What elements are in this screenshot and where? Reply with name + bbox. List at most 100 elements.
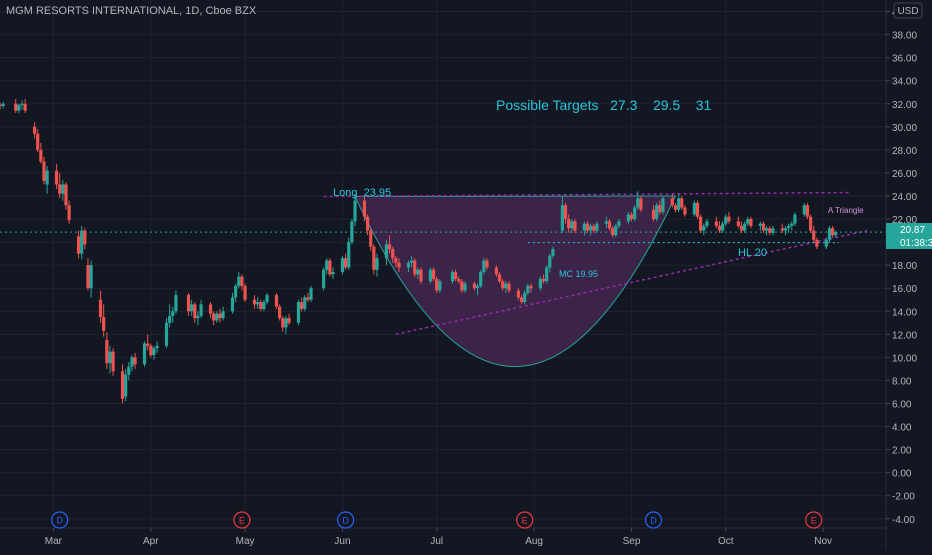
candle-body bbox=[221, 311, 225, 319]
candle-body bbox=[212, 313, 216, 321]
candle-body bbox=[54, 170, 59, 185]
candle-body bbox=[39, 149, 43, 162]
candle-body bbox=[394, 258, 398, 263]
candle-body bbox=[409, 260, 414, 263]
candle-body bbox=[636, 198, 640, 208]
candle-body bbox=[406, 262, 411, 268]
candle-body bbox=[793, 214, 797, 224]
time-tick-label: Aug bbox=[525, 536, 543, 547]
candle-body bbox=[585, 223, 590, 231]
price-tick-label: 22.00 bbox=[892, 215, 917, 226]
candle-body bbox=[23, 103, 27, 111]
price-tick-label: 6.00 bbox=[892, 399, 912, 410]
candle-body bbox=[42, 161, 46, 181]
candle-body bbox=[507, 283, 511, 291]
candle-body bbox=[670, 198, 674, 206]
candle-body bbox=[296, 302, 301, 323]
candle-body bbox=[83, 230, 87, 245]
candle-body bbox=[347, 242, 351, 268]
price-tick-label: -4.00 bbox=[892, 515, 915, 526]
candle-body bbox=[431, 269, 436, 279]
candle-body bbox=[372, 246, 376, 270]
long-annotation: Long 23.95 bbox=[333, 187, 391, 199]
candle-body bbox=[472, 283, 477, 289]
last-price-value: 20.87 bbox=[900, 225, 925, 236]
time-axis[interactable]: Mar Apr May Jun Jul Aug Sep Oct Nov bbox=[0, 527, 886, 547]
candle-body bbox=[108, 351, 112, 364]
candle-body bbox=[790, 223, 794, 226]
candle-body bbox=[391, 249, 395, 259]
candle-body bbox=[190, 304, 194, 312]
price-tick-label: 26.00 bbox=[892, 169, 917, 180]
price-tick-label: 16.00 bbox=[892, 284, 917, 295]
candle-body bbox=[259, 302, 263, 309]
candle-body bbox=[453, 272, 458, 279]
price-tick-label: 36.00 bbox=[892, 54, 917, 65]
candle-body bbox=[234, 285, 238, 298]
price-tick-label: 12.00 bbox=[892, 330, 917, 341]
candle-body bbox=[133, 357, 137, 365]
candle-body bbox=[639, 198, 643, 210]
candle-body bbox=[780, 228, 784, 231]
candle-body bbox=[551, 249, 555, 256]
candle-body bbox=[607, 221, 612, 229]
candle-body bbox=[827, 228, 832, 240]
earnings-marker-label: E bbox=[239, 516, 245, 526]
candle-body bbox=[274, 295, 279, 307]
candle-body bbox=[365, 216, 370, 231]
candle-body bbox=[463, 283, 467, 291]
time-tick-label: Jul bbox=[430, 536, 443, 547]
hl-annotation: HL 20 bbox=[738, 247, 767, 259]
targets-annotation: Possible Targets 27.3 29.5 31 bbox=[496, 97, 712, 113]
candle-body bbox=[783, 228, 788, 231]
candle-body bbox=[497, 274, 502, 282]
price-tick-label: 2.00 bbox=[892, 446, 912, 457]
candle-body bbox=[306, 297, 310, 300]
candle-body bbox=[626, 214, 630, 222]
candle-body bbox=[563, 205, 568, 220]
price-tick-label: 30.00 bbox=[892, 123, 917, 134]
candle-body bbox=[86, 265, 90, 289]
candle-body bbox=[193, 304, 197, 319]
candle-body bbox=[695, 202, 700, 217]
time-tick-label: Sep bbox=[623, 536, 641, 547]
candle-body bbox=[545, 267, 549, 282]
candle-body bbox=[215, 313, 219, 321]
candle-body bbox=[457, 278, 461, 282]
candle-body bbox=[538, 278, 542, 289]
candle-body bbox=[582, 223, 586, 231]
triangle-annotation: A Triangle bbox=[828, 206, 864, 215]
candle-body bbox=[186, 295, 191, 312]
candle-body bbox=[256, 302, 260, 305]
candle-body bbox=[230, 297, 235, 312]
candle-body bbox=[830, 228, 835, 236]
trendlines bbox=[0, 191, 886, 336]
price-tick-label: 24.00 bbox=[892, 192, 917, 203]
candle-body bbox=[344, 258, 348, 268]
candle-body bbox=[494, 267, 499, 275]
candle-body bbox=[739, 225, 744, 231]
candle-body bbox=[802, 205, 806, 215]
candle-body bbox=[592, 225, 596, 231]
candle-body bbox=[658, 205, 662, 213]
time-tick-label: Jun bbox=[334, 536, 350, 547]
price-tick-label: 28.00 bbox=[892, 146, 917, 157]
candle-body bbox=[281, 318, 285, 328]
cup-arc bbox=[354, 195, 677, 367]
price-tick-label: -2.00 bbox=[892, 492, 915, 503]
candle-body bbox=[362, 200, 367, 217]
candle-body bbox=[130, 357, 134, 367]
candle-body bbox=[146, 343, 150, 346]
candle-body bbox=[303, 297, 307, 309]
candle-body bbox=[771, 228, 775, 233]
dividend-marker-label: D bbox=[56, 516, 63, 526]
currency-button[interactable]: USD bbox=[893, 2, 923, 19]
candle-body bbox=[149, 345, 153, 356]
candle-body bbox=[570, 221, 574, 229]
candle-body bbox=[567, 219, 571, 229]
price-tick-label: 34.00 bbox=[892, 77, 917, 88]
candle-body bbox=[102, 317, 106, 331]
